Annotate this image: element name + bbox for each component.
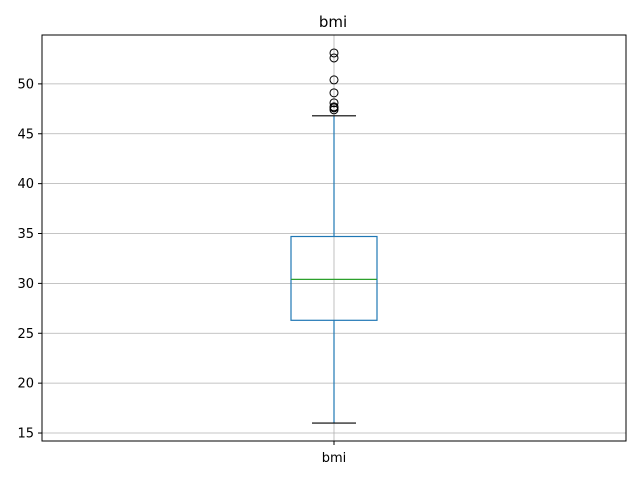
y-tick-label: 35 — [17, 227, 34, 242]
y-tick-label: 25 — [17, 327, 34, 342]
y-tick-label: 45 — [17, 127, 34, 142]
y-axis-ticks: 15 20 25 30 35 40 45 50 — [17, 77, 42, 442]
plot-frame — [41, 34, 627, 442]
x-tick-label: bmi — [322, 451, 347, 466]
iqr-box — [290, 235, 378, 321]
y-tick-label: 15 — [17, 427, 34, 442]
outlier-point — [329, 75, 339, 85]
outlier-point — [329, 53, 339, 63]
outlier-point — [329, 98, 339, 108]
x-axis-ticks: bmi — [322, 441, 347, 466]
y-tick-label: 30 — [17, 277, 34, 292]
outlier-point — [329, 102, 339, 112]
y-tick-label: 50 — [17, 77, 34, 92]
y-tick-label: 20 — [17, 377, 34, 392]
chart-title: bmi — [319, 13, 347, 31]
box-plot-series — [290, 48, 378, 424]
outlier-point — [329, 88, 339, 98]
outlier-point — [329, 48, 339, 58]
y-tick-label: 40 — [17, 177, 34, 192]
